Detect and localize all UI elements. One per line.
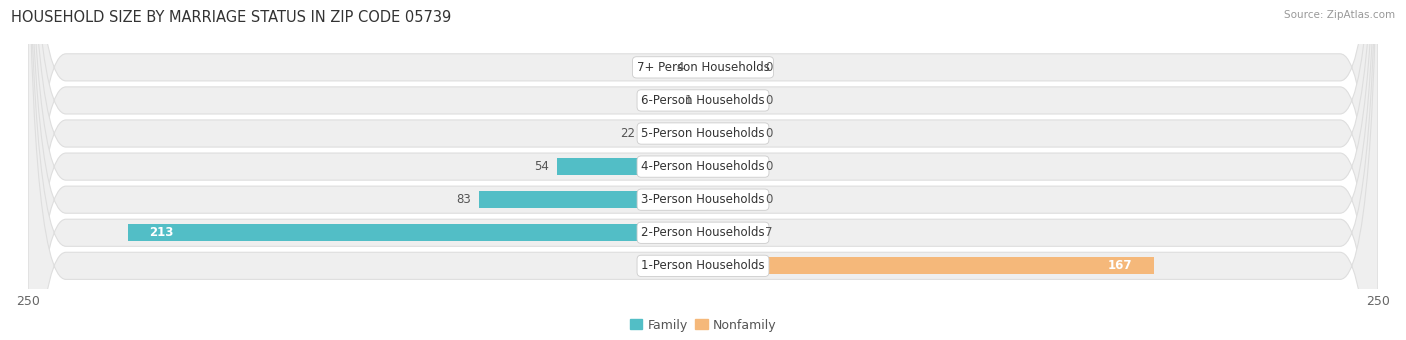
Bar [703, 224, 756, 241]
Bar [700, 92, 703, 109]
Bar [703, 191, 756, 208]
Text: 5-Person Households: 5-Person Households [641, 127, 765, 140]
Text: 3-Person Households: 3-Person Households [641, 193, 765, 206]
FancyBboxPatch shape [28, 0, 1378, 340]
Text: 4: 4 [676, 61, 685, 74]
Text: 7: 7 [765, 226, 772, 239]
Text: 0: 0 [765, 193, 772, 206]
Text: 1: 1 [685, 94, 692, 107]
Text: 0: 0 [765, 94, 772, 107]
FancyBboxPatch shape [28, 0, 1378, 340]
Bar [703, 59, 756, 76]
Text: 167: 167 [1108, 259, 1132, 272]
Text: 0: 0 [765, 127, 772, 140]
Text: 83: 83 [456, 193, 471, 206]
Bar [479, 191, 703, 208]
Text: 7+ Person Households: 7+ Person Households [637, 61, 769, 74]
Bar [703, 257, 1154, 274]
FancyBboxPatch shape [28, 0, 1378, 340]
Text: 6-Person Households: 6-Person Households [641, 94, 765, 107]
Text: 54: 54 [534, 160, 550, 173]
Text: 22: 22 [620, 127, 636, 140]
FancyBboxPatch shape [28, 0, 1378, 340]
Text: 0: 0 [765, 61, 772, 74]
FancyBboxPatch shape [28, 0, 1378, 340]
Text: 0: 0 [765, 160, 772, 173]
Text: 1-Person Households: 1-Person Households [641, 259, 765, 272]
Text: 2-Person Households: 2-Person Households [641, 226, 765, 239]
Text: 213: 213 [149, 226, 174, 239]
Text: 4-Person Households: 4-Person Households [641, 160, 765, 173]
Bar [692, 59, 703, 76]
Bar [644, 125, 703, 142]
Bar [557, 158, 703, 175]
Bar [128, 224, 703, 241]
FancyBboxPatch shape [28, 0, 1378, 340]
Bar [703, 125, 756, 142]
Bar [703, 158, 756, 175]
Text: HOUSEHOLD SIZE BY MARRIAGE STATUS IN ZIP CODE 05739: HOUSEHOLD SIZE BY MARRIAGE STATUS IN ZIP… [11, 10, 451, 25]
FancyBboxPatch shape [28, 0, 1378, 340]
Legend: Family, Nonfamily: Family, Nonfamily [624, 313, 782, 337]
Text: Source: ZipAtlas.com: Source: ZipAtlas.com [1284, 10, 1395, 20]
Bar [703, 92, 756, 109]
